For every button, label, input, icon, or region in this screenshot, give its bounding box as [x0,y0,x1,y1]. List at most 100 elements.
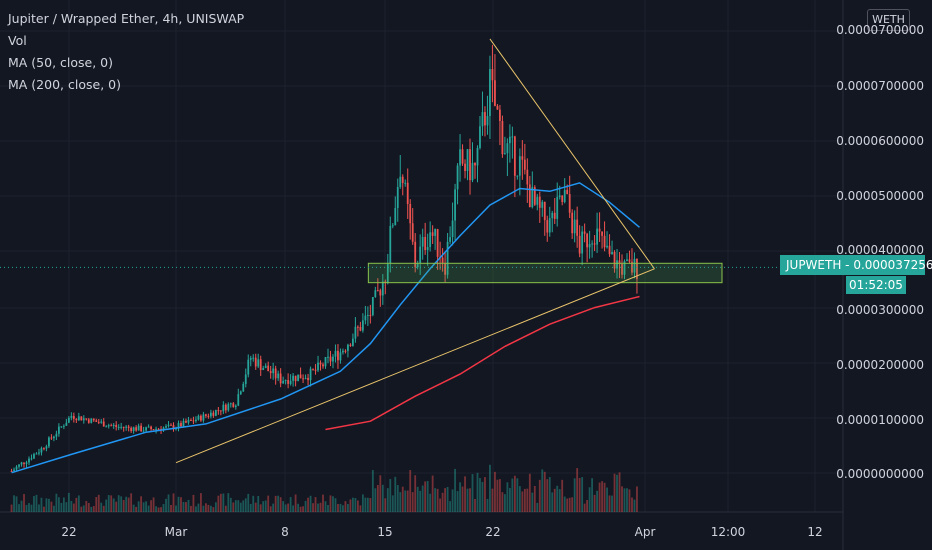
candle-body [606,245,608,248]
candle-body [446,241,449,275]
volume-bar [324,501,327,512]
volume-bar [471,474,474,512]
volume-bar [257,495,260,512]
volume-bar [284,504,287,512]
candle-body [289,380,292,384]
volume-bar [404,490,407,512]
candle-body [626,259,628,262]
candle-body [551,212,554,219]
volume-bar [436,488,439,512]
volume-bar [90,506,93,512]
candle-body [90,418,93,423]
volume-bar [249,503,252,512]
candle-body [563,189,566,202]
volume-bar [466,488,469,512]
volume-bar [553,488,556,512]
volume-bar [43,506,45,512]
x-tick-label: 15 [377,525,393,539]
candle-body [327,356,329,358]
candle-body [322,364,324,367]
candle-body [165,426,167,428]
candle-body [601,231,603,236]
candle-body [28,458,30,463]
volume-bar [254,502,257,512]
volume-bar [177,496,180,512]
volume-bar [82,505,85,512]
x-tick-label: Apr [634,525,656,539]
volume-bar [366,497,369,512]
candle-body [125,426,128,428]
indicator-vol[interactable]: Vol [8,33,27,48]
volume-bar [224,505,227,512]
volume-bar [441,492,444,512]
volume-bar [541,469,544,512]
candle-body [481,112,484,127]
candle-body [419,246,422,264]
candle-body [496,105,499,110]
candle-body [45,446,48,449]
y-tick-label: 0.0000200000 [836,358,924,372]
volume-bar [606,487,608,512]
candle-body [110,425,113,427]
volume-bar [598,482,601,512]
volume-bar [187,499,190,512]
volume-bar [157,507,160,512]
volume-bar [80,506,83,512]
volume-bar [376,485,379,512]
candle-body [576,219,579,236]
candle-body [374,290,377,298]
candle-body [312,368,314,370]
candle-body [185,420,187,423]
volume-bar [491,488,494,512]
candle-body [516,175,519,177]
candle-body [80,416,83,421]
volume-bar [633,499,636,512]
volume-bar [508,488,511,512]
trendline-descending [489,38,655,270]
y-tick-label: 0.0000600000 [836,134,924,148]
candle-body [33,454,35,459]
volume-bar [474,498,476,512]
volume-bar [319,502,322,512]
candle-body [334,350,337,357]
volume-bar [205,503,207,512]
candle-body [339,352,342,361]
candle-body [369,314,372,316]
candle-body [212,412,215,416]
candle-body [142,430,145,432]
volume-bar [381,484,384,512]
currency-button[interactable]: WETH [867,9,910,31]
indicator-ma50[interactable]: MA (50, close, 0) [8,55,114,70]
volume-bar [297,503,299,512]
volume-bar [272,503,275,512]
volume-bar [449,501,451,512]
volume-bar [75,497,78,512]
candle-body [35,453,38,455]
volume-bar [314,497,317,512]
candle-body [466,149,469,171]
indicator-ma200[interactable]: MA (200, close, 0) [8,77,121,92]
volume-bar [406,490,409,512]
candle-body [107,425,110,427]
volume-bar [38,504,40,512]
candle-body [207,415,210,417]
volume-bar [45,498,48,512]
volume-bar [105,499,108,512]
volume-bar [613,473,616,512]
candle-body [62,425,65,427]
volume-bar [352,497,354,512]
volume-bar [461,486,464,512]
candle-body [386,263,389,283]
volume-bar [95,497,98,512]
candle-body [506,143,509,154]
volume-bar [25,504,28,512]
y-tick-label: 0.0000100000 [836,413,924,427]
volume-bar [379,475,382,512]
candle-body [411,223,414,242]
volume-bar [107,495,110,512]
candle-body [523,159,526,170]
volume-bar [511,478,514,512]
volume-bar [494,471,496,512]
candle-body [508,136,511,144]
